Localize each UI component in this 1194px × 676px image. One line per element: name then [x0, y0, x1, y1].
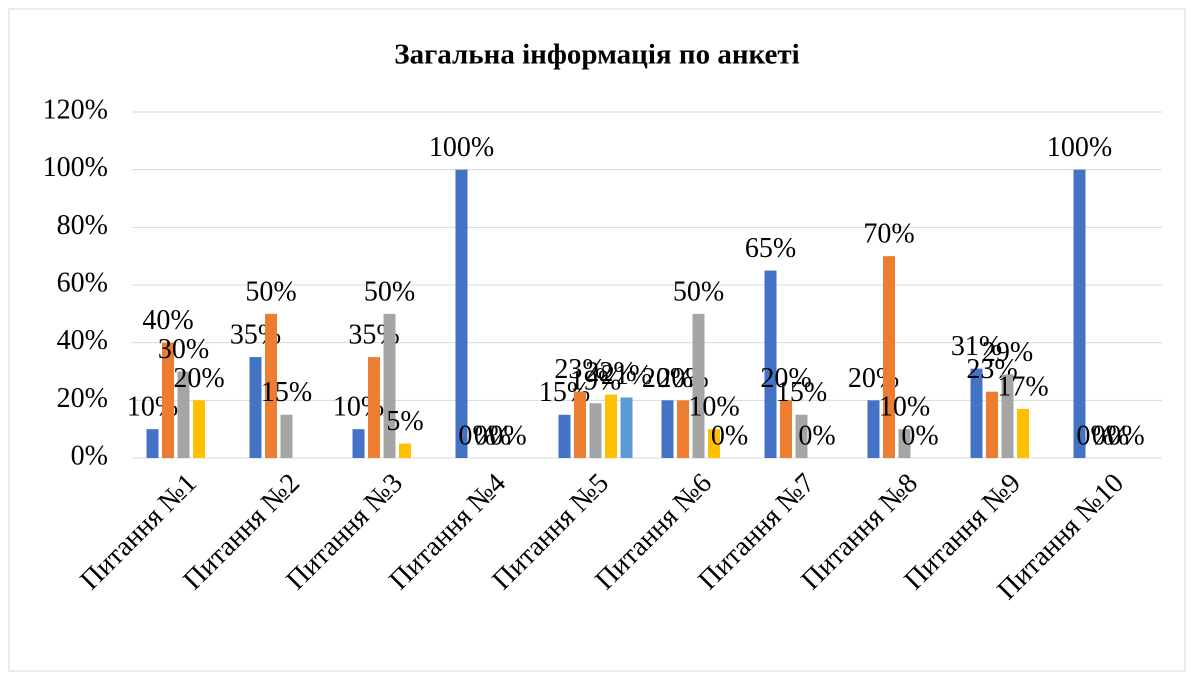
bar — [780, 400, 792, 458]
data-label: 15% — [776, 377, 827, 408]
data-label: 70% — [863, 219, 914, 250]
data-label: 30% — [158, 334, 209, 365]
data-label: 10% — [879, 392, 930, 423]
data-label: 20% — [173, 363, 224, 394]
y-tick-label: 80% — [57, 210, 108, 241]
data-label: 0% — [474, 420, 511, 451]
data-label: 23% — [554, 354, 605, 385]
data-label: 0% — [711, 420, 748, 451]
bar — [795, 414, 808, 458]
data-label: 0% — [1092, 420, 1129, 451]
bar — [708, 429, 720, 458]
bar — [986, 391, 998, 458]
bar — [1001, 374, 1014, 458]
bar — [620, 397, 633, 458]
data-label: 19% — [570, 366, 621, 397]
data-label: 20% — [760, 363, 811, 394]
bar — [1073, 169, 1086, 458]
bar — [898, 429, 911, 458]
bar — [368, 357, 380, 458]
bar — [265, 313, 277, 458]
bar — [1017, 408, 1029, 458]
bar — [589, 403, 602, 458]
bar — [193, 400, 205, 458]
y-tick-label: 100% — [43, 152, 108, 183]
bar — [455, 169, 468, 458]
data-label: 0% — [798, 420, 835, 451]
chart-border — [8, 8, 1186, 672]
data-label: 17% — [997, 371, 1048, 402]
data-label: 22% — [585, 357, 636, 388]
y-tick-label: 0% — [71, 440, 108, 471]
bar — [677, 400, 689, 458]
data-label: 10% — [688, 392, 739, 423]
data-label: 0% — [1076, 420, 1113, 451]
y-tick-label: 20% — [57, 383, 108, 414]
data-label: 5% — [386, 406, 423, 437]
data-label: 40% — [142, 305, 193, 336]
bar — [574, 391, 586, 458]
data-label: 65% — [745, 233, 796, 264]
data-label: 15% — [261, 377, 312, 408]
bar — [146, 429, 159, 458]
bar — [883, 256, 895, 458]
bar — [605, 394, 617, 458]
data-label: 0% — [489, 420, 526, 451]
bar — [692, 313, 705, 458]
y-tick-label: 40% — [57, 325, 108, 356]
chart-title: Загальна інформація по анкеті — [394, 39, 799, 71]
data-label: 0% — [458, 420, 495, 451]
bar — [177, 371, 190, 458]
y-tick-label: 60% — [57, 267, 108, 298]
data-label: 50% — [364, 276, 415, 307]
data-label: 100% — [429, 132, 494, 163]
data-label: 20% — [642, 363, 693, 394]
data-label: 50% — [245, 276, 296, 307]
data-label: 31% — [951, 331, 1002, 362]
bar — [249, 357, 262, 458]
bar — [764, 270, 777, 458]
bar — [162, 342, 174, 458]
data-label: 100% — [1047, 132, 1112, 163]
data-label: 0% — [1107, 420, 1144, 451]
bar — [558, 414, 571, 458]
data-label: 50% — [673, 276, 724, 307]
bar — [399, 443, 411, 458]
data-label: 29% — [982, 337, 1033, 368]
bar — [352, 429, 365, 458]
bar — [280, 414, 293, 458]
y-tick-label: 120% — [43, 94, 108, 125]
data-label: 0% — [901, 420, 938, 451]
data-label: 21% — [601, 360, 652, 391]
bar — [867, 400, 880, 458]
bar — [661, 400, 674, 458]
bar — [970, 368, 983, 458]
bar — [383, 313, 396, 458]
